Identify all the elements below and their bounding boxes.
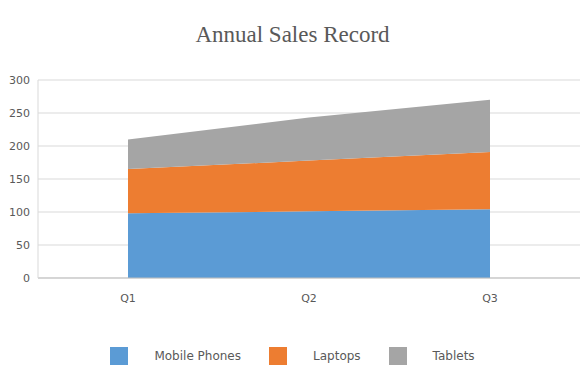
svg-text:300: 300 xyxy=(9,74,30,87)
svg-text:100: 100 xyxy=(9,206,30,219)
svg-text:Q1: Q1 xyxy=(120,292,136,305)
svg-text:50: 50 xyxy=(16,239,30,252)
html-text:Annual Sales Record: Annual Sales Record xyxy=(195,22,390,47)
svg-text:0: 0 xyxy=(23,272,30,285)
html-text:Tablets: Tablets xyxy=(432,349,475,363)
svg-text:150: 150 xyxy=(9,173,30,186)
html-text:Laptops: Laptops xyxy=(313,349,361,363)
svg-text:Q3: Q3 xyxy=(482,292,498,305)
svg-text:250: 250 xyxy=(9,107,30,120)
svg-text:Q2: Q2 xyxy=(301,292,317,305)
svg-text:200: 200 xyxy=(9,140,30,153)
html-text:Mobile Phones: Mobile Phones xyxy=(154,349,241,363)
